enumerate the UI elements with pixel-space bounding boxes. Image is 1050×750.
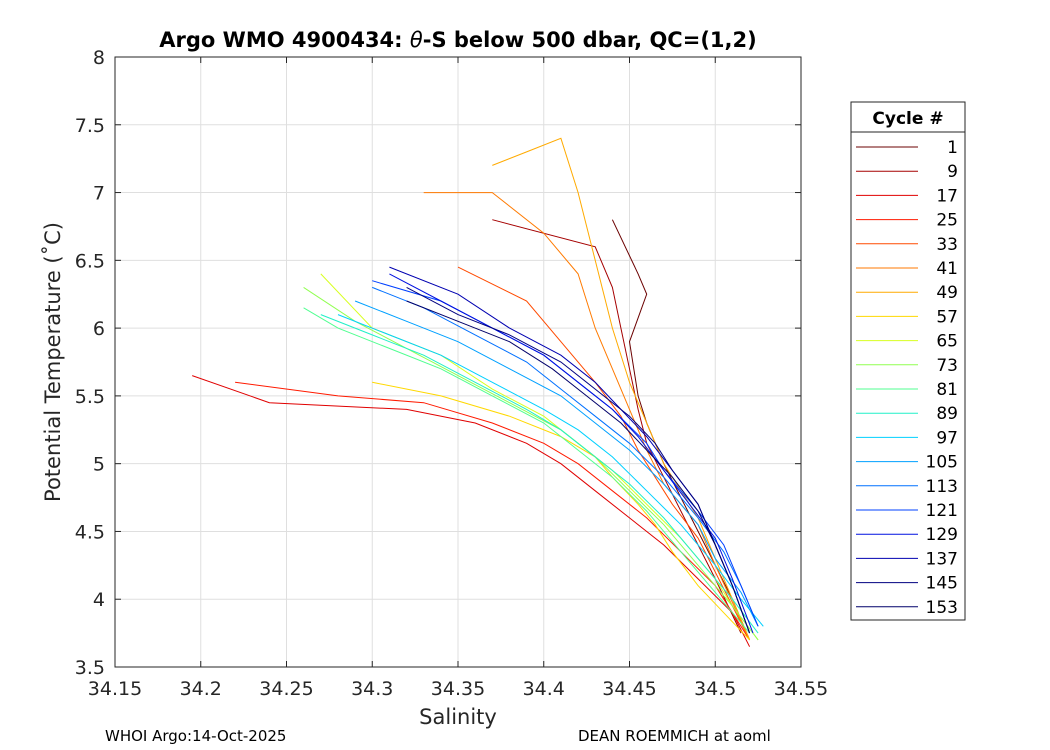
x-tick-label: 34.2 — [180, 678, 222, 700]
legend-label: 41 — [936, 259, 958, 279]
y-tick-label: 5 — [93, 454, 105, 476]
series-line-cycle-25 — [235, 381, 751, 641]
legend-entry: 145 — [856, 574, 958, 594]
legend-entry: 25 — [856, 211, 958, 231]
y-tick-label: 7.5 — [75, 115, 105, 137]
x-axis-label: Salinity — [419, 705, 497, 729]
legend-label: 65 — [936, 332, 958, 352]
legend-entry: 121 — [856, 501, 958, 521]
series-line-cycle-9 — [492, 219, 742, 634]
legend-label: 129 — [926, 525, 958, 545]
legend-label: 17 — [936, 186, 958, 206]
footer-left: WHOI Argo:14-Oct-2025 — [105, 727, 286, 745]
legend-entry: 129 — [856, 525, 958, 545]
legend-label: 1 — [947, 138, 958, 158]
y-tick-label: 5.5 — [75, 386, 105, 408]
legend-label: 57 — [936, 307, 958, 327]
legend-label: 121 — [926, 501, 958, 521]
axis-ticks: 34.15 34.2 34.25 34.3 34.35 34.4 34.45 34.5 34.5… — [75, 47, 828, 700]
legend-label: 105 — [926, 453, 958, 473]
legend-entry: 97 — [856, 428, 958, 448]
series-line-cycle-33 — [457, 266, 751, 641]
footer-right: DEAN ROEMMICH at aoml — [578, 727, 771, 745]
y-axis-label: Potential Temperature (˚C) — [41, 222, 65, 502]
chart-title: Argo WMO 4900434: θ-S below 500 dbar, QC… — [159, 28, 756, 52]
legend-entry: 89 — [856, 404, 958, 424]
series-line-cycle-153 — [406, 300, 751, 634]
legend-entry: 113 — [856, 477, 958, 497]
series-line-cycle-97 — [337, 314, 764, 627]
legend-label: 89 — [936, 404, 958, 424]
grid — [115, 57, 801, 667]
y-tick-label: 4 — [93, 589, 105, 611]
y-tick-label: 7 — [93, 183, 105, 205]
legend-box — [850, 101, 966, 621]
x-tick-label: 34.4 — [523, 678, 565, 700]
legend-label: 9 — [947, 162, 958, 182]
legend-label: 73 — [936, 356, 958, 376]
x-tick-label: 34.5 — [694, 678, 736, 700]
series-line-cycle-57 — [372, 381, 750, 641]
series-line-cycle-81 — [303, 307, 750, 634]
legend-entry: 73 — [856, 356, 958, 376]
legend-label: 33 — [936, 235, 958, 255]
x-tick-label: 34.3 — [351, 678, 393, 700]
legend-entry: 105 — [856, 453, 958, 473]
series-line-cycle-17 — [192, 375, 751, 647]
y-tick-label: 6.5 — [75, 250, 105, 272]
x-tick-label: 34.25 — [259, 678, 313, 700]
legend-entry: 33 — [856, 235, 958, 255]
legend-label: 153 — [926, 598, 958, 618]
series-line-cycle-41 — [423, 192, 751, 641]
legend-label: 81 — [936, 380, 958, 400]
y-tick-label: 4.5 — [75, 521, 105, 543]
series-line-cycle-129 — [389, 273, 754, 634]
legend-entry: 9 — [856, 162, 958, 182]
series-line-cycle-105 — [354, 300, 759, 627]
legend-entry: 137 — [856, 549, 958, 569]
legend-label: 137 — [926, 549, 958, 569]
legend-label: 145 — [926, 574, 958, 594]
legend-entry: 81 — [856, 380, 958, 400]
legend-entry: 1 — [856, 138, 958, 158]
x-tick-label: 34.15 — [88, 678, 142, 700]
x-tick-label: 34.55 — [774, 678, 828, 700]
y-tick-label: 8 — [93, 47, 105, 69]
series-group — [192, 137, 764, 647]
legend-entry: 153 — [856, 598, 958, 618]
legend-label: 49 — [936, 283, 958, 303]
legend-entry: 41 — [856, 259, 958, 279]
y-tick-label: 6 — [93, 318, 105, 340]
series-line-cycle-49 — [492, 137, 751, 641]
legend-entry: 65 — [856, 332, 958, 352]
legend-entry: 17 — [856, 186, 958, 206]
series-line-cycle-113 — [372, 286, 759, 627]
legend-entry: 49 — [856, 283, 958, 303]
legend-label: 97 — [936, 428, 958, 448]
x-tick-label: 34.35 — [431, 678, 485, 700]
series-line-cycle-65 — [320, 273, 759, 641]
legend-label: 25 — [936, 211, 958, 231]
legend: Cycle # 1 9 17 25 33 41 49 57 65 73 81 89 97 105 113 12… — [850, 101, 966, 621]
legend-title: Cycle # — [872, 109, 943, 129]
series-line-cycle-89 — [320, 314, 759, 634]
legend-label: 113 — [926, 477, 958, 497]
legend-entry: 57 — [856, 307, 958, 327]
y-tick-label: 3.5 — [75, 657, 105, 679]
x-tick-label: 34.45 — [602, 678, 656, 700]
series-line-cycle-137 — [389, 266, 751, 634]
